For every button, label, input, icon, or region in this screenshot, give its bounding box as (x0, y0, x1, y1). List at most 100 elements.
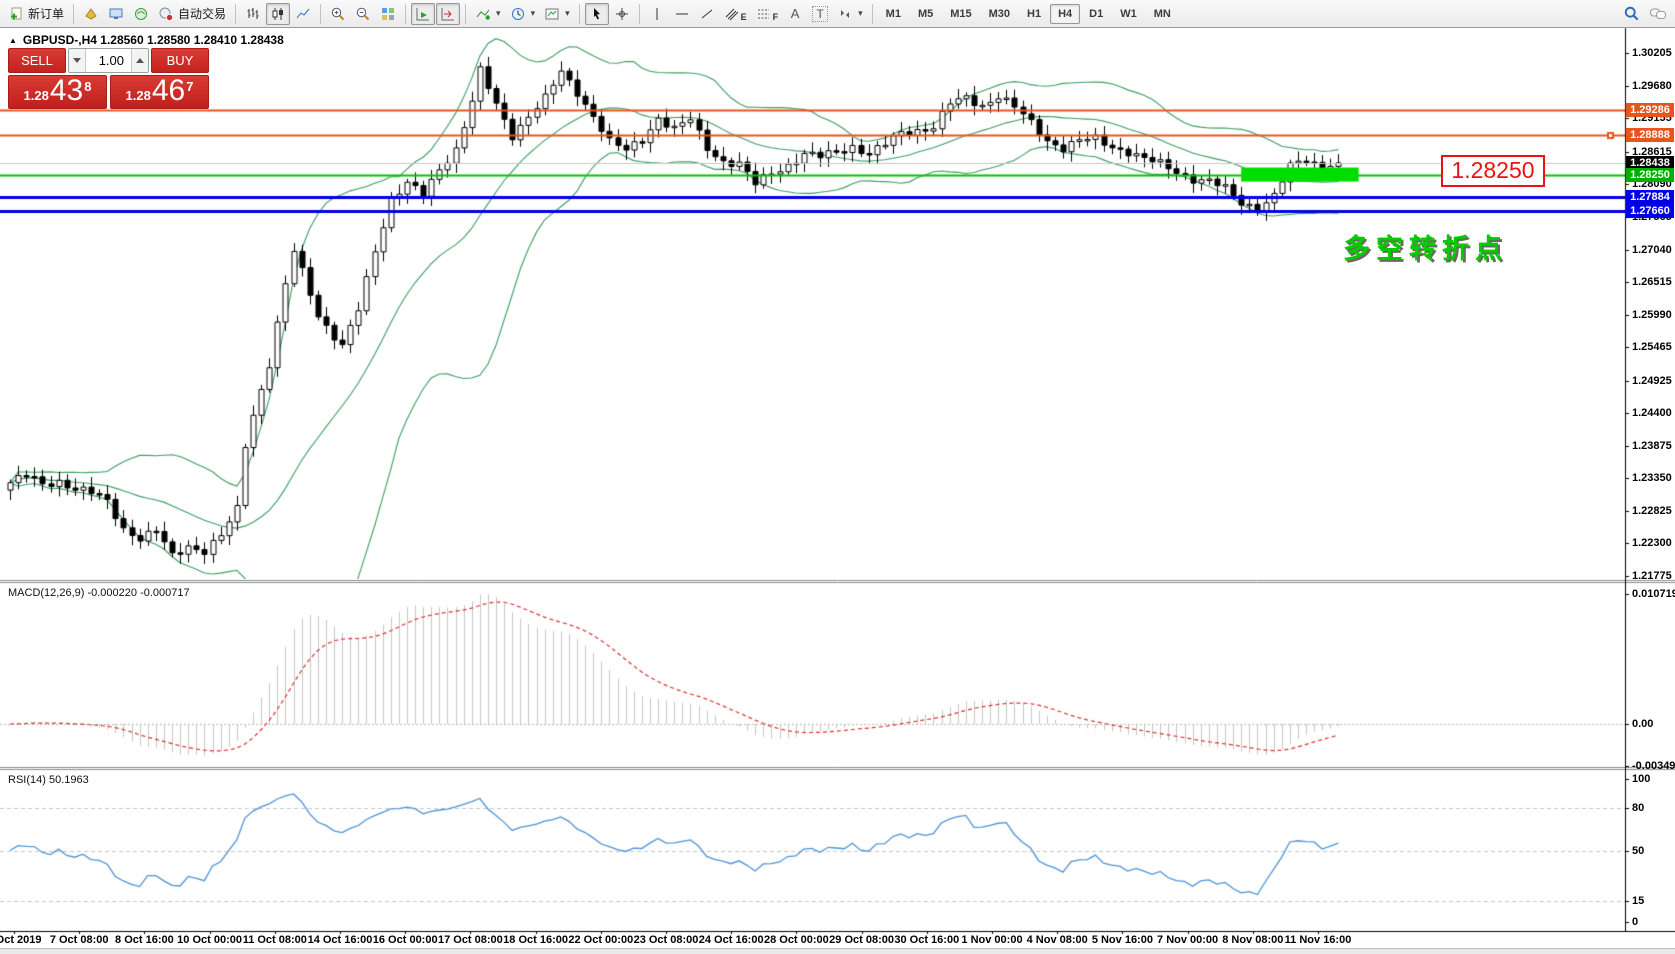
toolbar-separator (638, 3, 640, 24)
collapse-panel-icon[interactable]: ▲ (9, 35, 17, 45)
turning-point-annotation[interactable]: 多空转折点 (1343, 234, 1508, 264)
time-axis-label: 18 Oct 16:00 (503, 934, 568, 946)
time-axis-label: 5 Nov 16:00 (1091, 934, 1153, 946)
timeframe-group: M1 M5 M15 M30 H1 H4 D1 W1 MN (878, 3, 1179, 24)
channel-icon (725, 8, 738, 20)
volume-increase-button[interactable] (131, 49, 148, 72)
price-axis-tick: 1.26515 (1632, 276, 1672, 289)
vertical-line-tool-button[interactable] (645, 3, 669, 25)
indicators-dropdown[interactable]: ▾ (471, 3, 505, 25)
fibonacci-tool-button[interactable]: F (752, 3, 783, 25)
price-axis-tick: 1.22300 (1632, 537, 1672, 550)
template-chart-icon (545, 8, 559, 19)
triangle-down-icon (73, 58, 81, 63)
price-axis-tick: 1.23350 (1632, 472, 1672, 485)
time-axis-label: 28 Oct 00:00 (763, 934, 829, 946)
text-tool-button[interactable]: A (783, 3, 807, 25)
crosshair-icon (615, 7, 628, 20)
timeframe-button-m5[interactable]: M5 (917, 7, 934, 20)
chat-button[interactable] (1645, 3, 1671, 25)
price-axis-tick: 1.30205 (1632, 47, 1672, 60)
arrows-dropdown[interactable]: ▾ (833, 3, 867, 25)
arrows-icon (841, 9, 850, 18)
horizontal-line-tool-button[interactable] (670, 3, 694, 25)
price-axis-tick: 1.24925 (1632, 374, 1672, 387)
macd-axis-tick: 0.00 (1632, 718, 1654, 730)
autotrading-button[interactable]: 自动交易 (154, 3, 230, 25)
price-line-label: 1.27660 (1626, 204, 1674, 219)
search-button[interactable] (1619, 3, 1644, 25)
time-axis-label: 7 Nov 00:00 (1157, 934, 1219, 946)
buy-price-pip: 7 (186, 79, 194, 94)
new-order-button[interactable]: 新订单 (4, 3, 68, 25)
equidistant-channel-tool-button[interactable]: E (720, 3, 751, 25)
price-line-label: 1.28888 (1626, 128, 1674, 142)
sell-price-main: 43 (49, 74, 84, 107)
chevron-down-icon: ▾ (530, 8, 536, 18)
tile-windows-button[interactable] (376, 3, 400, 25)
sell-button[interactable]: SELL (8, 48, 66, 73)
metaeditor-button[interactable] (104, 3, 128, 25)
timeframe-button-d1[interactable]: D1 (1089, 7, 1104, 20)
text-label-tool-button[interactable]: T (808, 3, 832, 25)
sell-price-display[interactable]: 1.28 43 8 (8, 75, 107, 109)
time-axis-label: 4 Oct 2019 (0, 934, 42, 946)
periods-dropdown[interactable]: ▾ (506, 3, 540, 25)
zoom-out-icon (356, 7, 370, 20)
time-axis-label: 23 Oct 08:00 (633, 934, 699, 946)
time-axis-label: 30 Oct 16:00 (894, 934, 960, 946)
price-line-label: 1.27884 (1626, 190, 1674, 205)
chevron-down-icon: ▾ (858, 8, 863, 18)
macd-axis-tick: 0.010719 (1632, 588, 1675, 600)
trendline-tool-button[interactable] (695, 3, 719, 25)
new-order-icon (11, 7, 22, 19)
sell-price-prefix: 1.28 (23, 88, 49, 103)
crosshair-tool-button[interactable] (610, 3, 634, 25)
alerts-button[interactable] (129, 3, 153, 25)
buy-price-display[interactable]: 1.28 46 7 (110, 75, 209, 109)
templates-dropdown[interactable]: ▾ (540, 3, 574, 25)
timeframe-button-mn[interactable]: MN (1153, 7, 1171, 20)
metaquotes-button[interactable] (79, 3, 103, 25)
buy-button-label: BUY (166, 53, 194, 68)
auto-scroll-icon (416, 7, 430, 20)
rsi-indicator-label: RSI(14) 50.1963 (8, 774, 89, 786)
toolbar-separator (871, 3, 873, 24)
cursor-tool-button[interactable] (584, 2, 609, 25)
price-axis-tick: 1.23875 (1632, 439, 1672, 452)
timeframe-button-m30[interactable]: M30 (988, 7, 1011, 20)
gold-diamond-icon (85, 7, 97, 20)
time-axis-label: 4 Nov 08:00 (1026, 934, 1088, 946)
price-line-label: 1.29286 (1626, 103, 1674, 118)
chart-shift-icon (441, 7, 455, 20)
timeframe-button-w1[interactable]: W1 (1120, 7, 1137, 20)
time-axis-label: 11 Nov 16:00 (1284, 934, 1352, 946)
zoom-out-button[interactable] (351, 3, 375, 25)
timeframe-button-m1[interactable]: M1 (885, 7, 901, 20)
buy-button[interactable]: BUY (151, 48, 209, 73)
main-toolbar: 新订单 自动交易 (0, 0, 1675, 28)
auto-scroll-button[interactable] (411, 2, 436, 25)
candlestick-mode-button[interactable] (266, 2, 291, 25)
zoom-in-button[interactable] (326, 3, 350, 25)
time-axis-label: 29 Oct 08:00 (829, 934, 894, 946)
time-axis-label: 1 Nov 00:00 (961, 934, 1023, 946)
rsi-axis-tick: 50 (1632, 844, 1645, 857)
horizontal-line-icon (675, 13, 688, 14)
timeframe-button-h4[interactable]: H4 (1050, 3, 1081, 24)
indicators-icon (476, 9, 491, 20)
rsi-axis-tick: 100 (1632, 773, 1651, 785)
zoom-in-icon (331, 7, 345, 20)
timeframe-button-h1[interactable]: H1 (1027, 7, 1042, 20)
line-chart-mode-button[interactable] (291, 3, 315, 25)
volume-input[interactable]: 1.00 (98, 53, 124, 68)
price-callout-box[interactable]: 1.28250 (1441, 155, 1545, 187)
bar-chart-mode-button[interactable] (241, 3, 265, 25)
chart-shift-button[interactable] (436, 2, 461, 25)
search-icon (1624, 6, 1639, 21)
toolbar-separator (320, 3, 322, 24)
timeframe-button-m15[interactable]: M15 (950, 7, 972, 20)
volume-decrease-button[interactable] (69, 49, 86, 72)
